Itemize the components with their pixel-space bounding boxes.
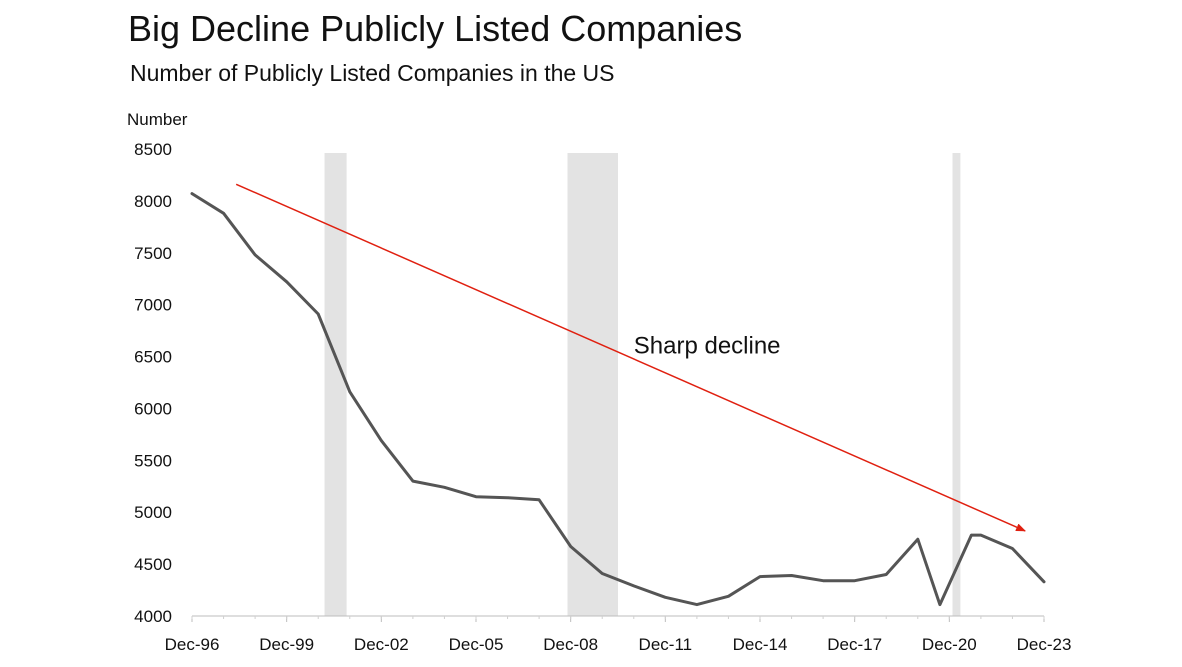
data-point [222, 212, 225, 215]
y-tick-label: 7000 [134, 296, 172, 315]
recession-band-3 [952, 153, 961, 616]
data-point [632, 584, 635, 588]
x-tick-label: Dec-11 [639, 635, 693, 654]
x-tick-label: Dec-02 [354, 635, 409, 654]
x-tick-label: Dec-99 [259, 635, 314, 654]
recession-band-1 [324, 153, 347, 616]
y-tick-label: 4500 [134, 555, 172, 574]
data-point [979, 533, 983, 537]
data-point [474, 495, 478, 498]
y-tick-label: 6000 [134, 399, 172, 418]
trend-arrow-group [235, 183, 1026, 532]
data-point [664, 596, 667, 599]
data-point [758, 575, 762, 578]
y-tick-label: 4000 [134, 607, 172, 626]
data-point [916, 538, 919, 541]
chart-subtitle: Number of Publicly Listed Companies in t… [130, 60, 615, 86]
data-point [569, 545, 572, 548]
data-point [821, 579, 825, 582]
y-tick-label: 5000 [134, 503, 172, 522]
data-point [853, 579, 856, 582]
chart-title: Big Decline Publicly Listed Companies [128, 8, 743, 49]
data-point [380, 439, 383, 442]
trend-arrow [235, 183, 1026, 532]
annotation-sharp-decline: Sharp decline [634, 332, 781, 359]
x-tick-label: Dec-20 [922, 635, 977, 654]
data-point [885, 573, 888, 576]
y-tick-label: 6500 [134, 348, 172, 367]
x-tick-label: Dec-14 [733, 635, 788, 654]
data-point [506, 496, 509, 499]
recession-band-2 [567, 153, 618, 616]
x-tick-label: Dec-08 [543, 635, 598, 654]
y-tick-label: 8500 [134, 140, 172, 159]
y-tick-label: 8000 [134, 192, 172, 211]
data-point [727, 595, 730, 598]
data-point [317, 312, 320, 316]
y-tick-label: 7500 [134, 244, 172, 263]
y-axis-label: Number [127, 110, 188, 129]
data-point [537, 498, 541, 501]
data-point [285, 280, 288, 284]
x-tick-label: Dec-23 [1017, 635, 1072, 654]
data-point [411, 479, 415, 483]
data-point [253, 253, 257, 257]
data-point [190, 192, 194, 195]
data-point [938, 603, 942, 606]
x-tick-label: Dec-05 [449, 635, 504, 654]
data-point [790, 574, 793, 577]
series [190, 192, 1046, 607]
recession-bands [324, 153, 961, 616]
data-point [348, 390, 351, 394]
x-tick-label: Dec-17 [827, 635, 882, 654]
axes: Dec-96 Dec-99 Dec-02 Dec-05 Dec-08 Dec-11 Dec-… [134, 140, 1071, 654]
x-tick-label: Dec-96 [165, 635, 220, 654]
data-point [1011, 547, 1014, 550]
data-point [970, 533, 973, 537]
data-point [695, 603, 699, 606]
y-tick-label: 5500 [134, 451, 172, 470]
data-point [443, 486, 446, 489]
data-point [1042, 580, 1046, 583]
data-point [601, 572, 604, 575]
